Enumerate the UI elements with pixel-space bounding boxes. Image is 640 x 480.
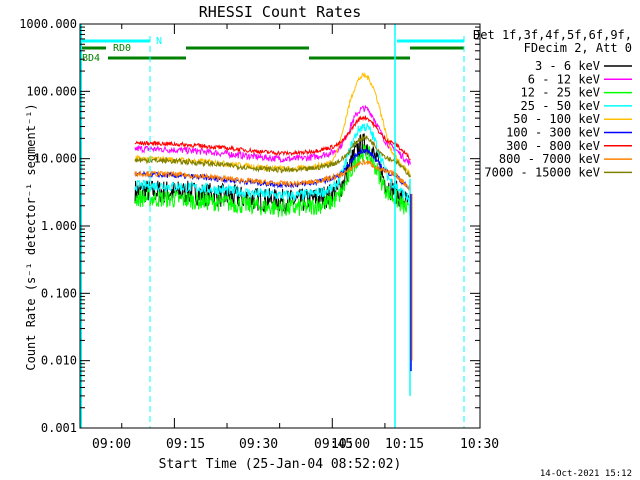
legend-entry-label: 800 - 7000 keV	[499, 152, 600, 166]
chart-title: RHESSI Count Rates	[199, 3, 362, 21]
x-tick-label: 09:30	[239, 437, 278, 452]
legend-entry-label: 3 - 6 keV	[535, 59, 600, 73]
y-axis-label: Count Rate (s⁻¹ detector⁻¹ segment⁻¹)	[24, 103, 38, 370]
legend-entry-label: 100 - 300 keV	[506, 126, 600, 140]
series-line	[134, 135, 411, 178]
legend-entry-label: 6 - 12 keV	[528, 72, 600, 86]
x-tick-label: 09:45	[314, 437, 353, 452]
series-line	[134, 158, 411, 192]
attenuator-state-bars: N RD0 BD4	[82, 36, 464, 64]
x-tick-label: 09:00	[92, 437, 131, 452]
footer-date: 14-Oct-2021 15:12	[540, 469, 632, 479]
legend-header-line-2: FDecim 2, Att 0	[524, 41, 632, 55]
legend-entry-label: 25 - 50 keV	[521, 99, 600, 113]
y-tick-label: 1.000	[41, 219, 77, 233]
y-tick-label: 100.000	[26, 84, 77, 98]
series-line	[134, 105, 411, 166]
series-line	[134, 123, 411, 203]
vertical-marker-layer	[80, 24, 465, 428]
legend: Det 1f,3f,4f,5f,6f,9f, FDecim 2, Att 0 3…	[473, 28, 632, 179]
rd0-state-label: RD0	[113, 43, 131, 54]
y-tick-label: 1000.000	[19, 17, 77, 31]
x-tick-label: 10:15	[385, 437, 424, 452]
y-axis-title: Count Rate (s⁻¹ detector⁻¹ segment⁻¹)	[24, 103, 38, 370]
y-axis-ticks: 1000.000 100.000 10.000 1.000 0.100 0.010 0.00…	[19, 17, 480, 435]
plot-frame	[79, 23, 481, 429]
y-tick-label: 0.100	[41, 286, 77, 300]
x-tick-label: 10:00	[331, 437, 370, 452]
legend-header-line-1: Det 1f,3f,4f,5f,6f,9f,	[473, 28, 632, 42]
legend-entry-label: 300 - 800 keV	[506, 139, 600, 153]
series-line	[134, 115, 411, 161]
y-tick-label: 10.000	[34, 152, 77, 166]
legend-entry-label: 50 - 100 keV	[513, 112, 600, 126]
series-line	[134, 144, 411, 218]
series-layer	[134, 72, 413, 396]
n-state-label: N	[156, 36, 162, 47]
y-tick-label: 0.001	[41, 421, 77, 435]
y-tick-label: 0.010	[41, 354, 77, 368]
legend-entry-label: 7000 - 15000 keV	[484, 165, 600, 179]
bd4-state-label: BD4	[82, 53, 100, 64]
x-axis-label: Start Time (25-Jan-04 08:52:02)	[159, 457, 402, 472]
x-tick-label: 10:30	[460, 437, 499, 452]
legend-entry-label: 12 - 25 keV	[521, 86, 600, 100]
x-tick-label: 09:15	[166, 437, 205, 452]
